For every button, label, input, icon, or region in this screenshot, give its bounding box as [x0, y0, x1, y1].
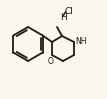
Text: Cl: Cl [65, 7, 74, 16]
Text: H: H [60, 12, 67, 21]
Text: O: O [48, 57, 54, 66]
Text: NH: NH [76, 37, 87, 46]
